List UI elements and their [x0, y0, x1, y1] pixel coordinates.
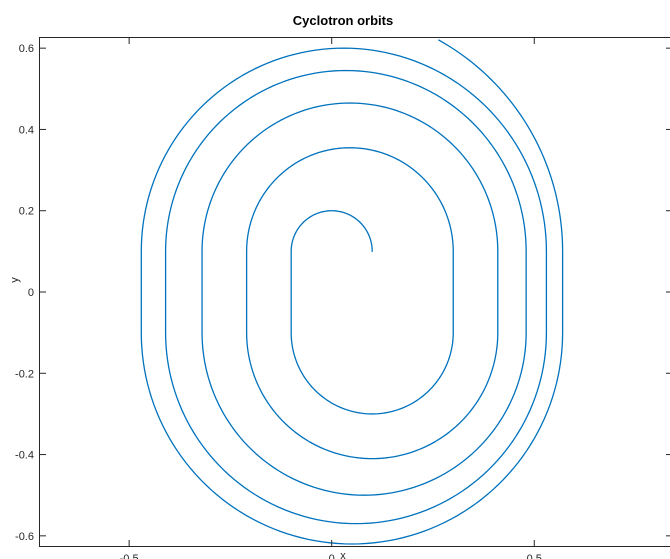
y-tick-label: 0.6	[19, 43, 34, 55]
x-tick-label: -0.5	[120, 553, 139, 559]
y-tick-label: 0.2	[19, 206, 34, 218]
y-tick-label: -0.6	[15, 531, 34, 543]
y-tick-label: 0	[28, 287, 34, 299]
y-tick-label: -0.4	[15, 450, 34, 462]
axes-box	[39, 37, 670, 547]
orbit-series-line	[140, 39, 564, 545]
x-axis-label: x	[340, 550, 346, 559]
x-tick-label: 0	[329, 553, 335, 559]
chart-title: Cyclotron orbits	[293, 13, 393, 28]
y-tick-label: -0.2	[15, 368, 34, 380]
axis-ticks: -0.5 0 0.5 -0.6 -0.4 -0.2 0 0.2 0.4 0.6	[15, 38, 670, 559]
y-tick-label: 0.4	[19, 124, 34, 136]
x-tick-label: 0.5	[527, 553, 542, 559]
plot-area	[140, 39, 564, 545]
y-axis-label: y	[9, 277, 21, 283]
